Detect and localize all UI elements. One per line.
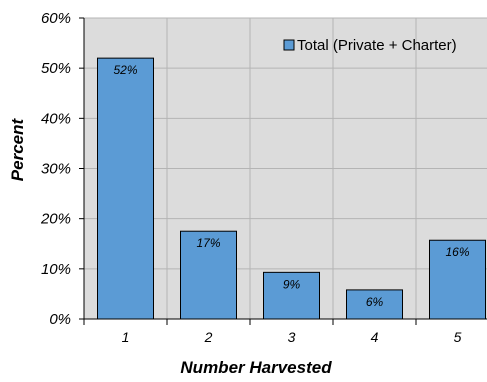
y-tick-label: 60% bbox=[41, 10, 71, 27]
legend-swatch bbox=[283, 39, 295, 51]
x-tick-label: 3 bbox=[288, 329, 296, 345]
data-labels: 52% 17% 9% 6% 16% bbox=[113, 63, 469, 309]
x-axis-title: Number Harvested bbox=[180, 358, 332, 377]
x-tick-label: 5 bbox=[454, 329, 462, 345]
y-tick-label: 20% bbox=[40, 211, 71, 228]
y-axis-ticks: 0% 10% 20% 30% 40% 50% 60% bbox=[40, 10, 84, 328]
data-label: 52% bbox=[113, 63, 137, 77]
x-tick-label: 4 bbox=[371, 329, 379, 345]
data-label: 6% bbox=[366, 295, 384, 309]
x-axis-ticks: 1 2 3 4 5 bbox=[83, 319, 462, 345]
y-axis-title: Percent bbox=[8, 117, 27, 181]
y-tick-label: 0% bbox=[49, 311, 71, 328]
bars bbox=[97, 57, 486, 320]
data-label: 9% bbox=[283, 277, 301, 291]
x-tick-label: 1 bbox=[122, 329, 130, 345]
bar bbox=[429, 239, 486, 320]
legend-label: Total (Private + Charter) bbox=[297, 37, 457, 54]
bar bbox=[346, 289, 403, 320]
bar bbox=[97, 57, 154, 320]
y-tick-label: 40% bbox=[41, 110, 71, 127]
x-tick-label: 2 bbox=[204, 329, 213, 345]
data-label: 17% bbox=[196, 236, 220, 250]
data-label: 16% bbox=[445, 245, 469, 259]
y-tick-label: 10% bbox=[41, 261, 71, 278]
legend: Total (Private + Charter) bbox=[283, 37, 457, 54]
y-tick-label: 30% bbox=[41, 161, 71, 178]
y-tick-label: 50% bbox=[41, 60, 71, 77]
